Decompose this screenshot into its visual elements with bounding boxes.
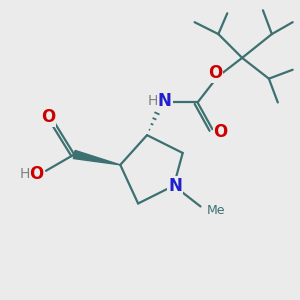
Text: N: N	[158, 92, 172, 110]
Text: O: O	[208, 64, 223, 82]
Text: O: O	[41, 108, 56, 126]
Text: H: H	[147, 94, 158, 108]
Text: H: H	[19, 167, 30, 181]
Text: O: O	[29, 165, 43, 183]
Text: N: N	[168, 177, 182, 195]
Polygon shape	[73, 150, 120, 165]
Text: O: O	[214, 123, 228, 141]
Text: Me: Me	[207, 204, 226, 218]
